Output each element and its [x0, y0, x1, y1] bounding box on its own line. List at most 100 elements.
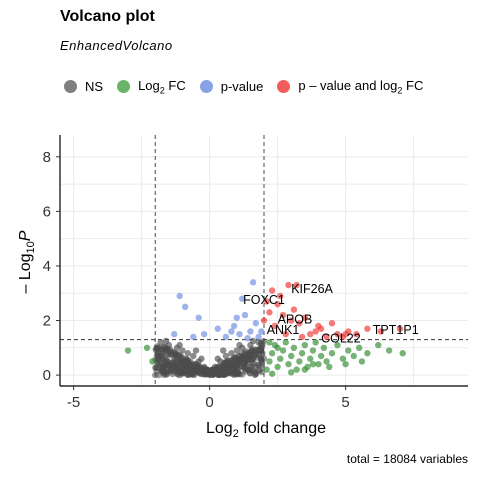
gene-label: TPT1P1	[373, 323, 419, 337]
point-ns	[203, 366, 211, 373]
point-pfc	[277, 292, 284, 300]
point-ns	[249, 337, 257, 345]
point-ns	[249, 356, 256, 363]
legend: NS Log2 FC p-value p – value and log2 FC	[64, 78, 437, 96]
point-ns	[233, 347, 240, 354]
point-pfc	[377, 328, 385, 335]
point-pfc	[285, 281, 292, 289]
point-fc	[323, 358, 330, 365]
gene-label: COL22	[321, 331, 361, 345]
point-fc	[334, 341, 341, 349]
point-p	[230, 322, 238, 330]
legend-label-pvalue: p-value	[220, 79, 264, 95]
point-fc	[350, 352, 357, 360]
point-ns	[174, 364, 182, 372]
point-fc	[285, 360, 292, 368]
point-ns	[192, 347, 200, 354]
point-ns	[241, 361, 249, 369]
point-p	[171, 330, 178, 338]
point-ns	[233, 360, 240, 368]
point-p	[258, 328, 265, 335]
point-fc	[282, 339, 289, 346]
x-tick-label: 0	[205, 394, 213, 411]
point-ns	[187, 363, 194, 371]
point-ns	[225, 363, 232, 371]
point-pfc	[288, 317, 295, 324]
point-fc	[301, 341, 308, 349]
point-pfc	[293, 281, 300, 289]
point-ns	[179, 347, 186, 354]
point-p	[249, 279, 257, 286]
point-ns	[241, 355, 249, 362]
point-pfc	[271, 322, 279, 330]
point-ns	[217, 367, 224, 375]
point-p	[239, 295, 246, 302]
point-fc	[124, 347, 132, 354]
y-tick-label: 4	[43, 258, 51, 275]
point-ns	[249, 347, 257, 354]
point-fc	[385, 347, 393, 354]
point-fc	[309, 347, 317, 354]
point-p	[195, 314, 202, 321]
point-pfc	[282, 330, 289, 338]
point-ns	[228, 356, 235, 364]
point-pfc	[396, 325, 404, 332]
point-p	[233, 314, 240, 321]
legend-dot-pvalue	[199, 80, 213, 94]
point-fc	[268, 370, 276, 377]
point-ns	[236, 341, 243, 349]
point-fc	[288, 352, 295, 360]
point-ns	[251, 371, 258, 378]
point-p	[214, 325, 221, 332]
point-ns	[154, 355, 162, 362]
point-fc	[263, 366, 270, 373]
point-fc	[356, 344, 363, 352]
point-pfc	[268, 287, 276, 294]
y-tick-label: 6	[43, 203, 51, 220]
point-ns	[162, 369, 170, 376]
point-pfc	[307, 330, 314, 338]
point-p	[236, 330, 243, 338]
point-pfc	[301, 314, 308, 321]
legend-dot-pvalue-and-log2fc	[277, 80, 291, 94]
point-fc	[298, 350, 306, 357]
point-ns	[195, 367, 202, 375]
legend-dot-log2fc	[117, 80, 131, 94]
point-pfc	[315, 322, 322, 330]
legend-dot-ns	[64, 80, 77, 94]
legend-label-pvalue-and-log2fc: p – value and log2 FC	[298, 78, 424, 96]
point-fc	[290, 344, 298, 352]
point-ns	[173, 370, 181, 377]
legend-item-ns: NS	[64, 79, 103, 94]
point-ns	[244, 366, 251, 373]
point-pfc	[323, 333, 330, 341]
gene-label: ANK1	[267, 323, 300, 337]
point-pfc	[342, 330, 349, 338]
point-ns	[184, 356, 192, 364]
point-fc	[342, 360, 349, 368]
point-fc	[149, 358, 156, 365]
point-fc	[358, 358, 366, 365]
point-fc	[296, 358, 303, 365]
point-p	[252, 320, 260, 327]
point-ns	[220, 347, 227, 354]
point-fc	[345, 347, 352, 354]
data-points	[124, 279, 406, 379]
point-pfc	[334, 330, 341, 338]
point-fc	[317, 352, 325, 360]
point-fc	[293, 366, 300, 373]
y-tick-label: 8	[43, 149, 51, 166]
point-ns	[258, 355, 265, 362]
gene-label: FOXC1	[243, 293, 285, 307]
point-pfc	[263, 298, 270, 305]
point-ns	[209, 366, 216, 373]
point-ns	[168, 349, 175, 357]
point-ns	[198, 355, 205, 362]
point-fc	[315, 360, 322, 368]
point-ns	[155, 371, 163, 379]
point-fc	[307, 355, 314, 362]
point-pfc	[290, 306, 298, 313]
point-ns	[184, 350, 192, 357]
point-ns	[239, 371, 246, 378]
